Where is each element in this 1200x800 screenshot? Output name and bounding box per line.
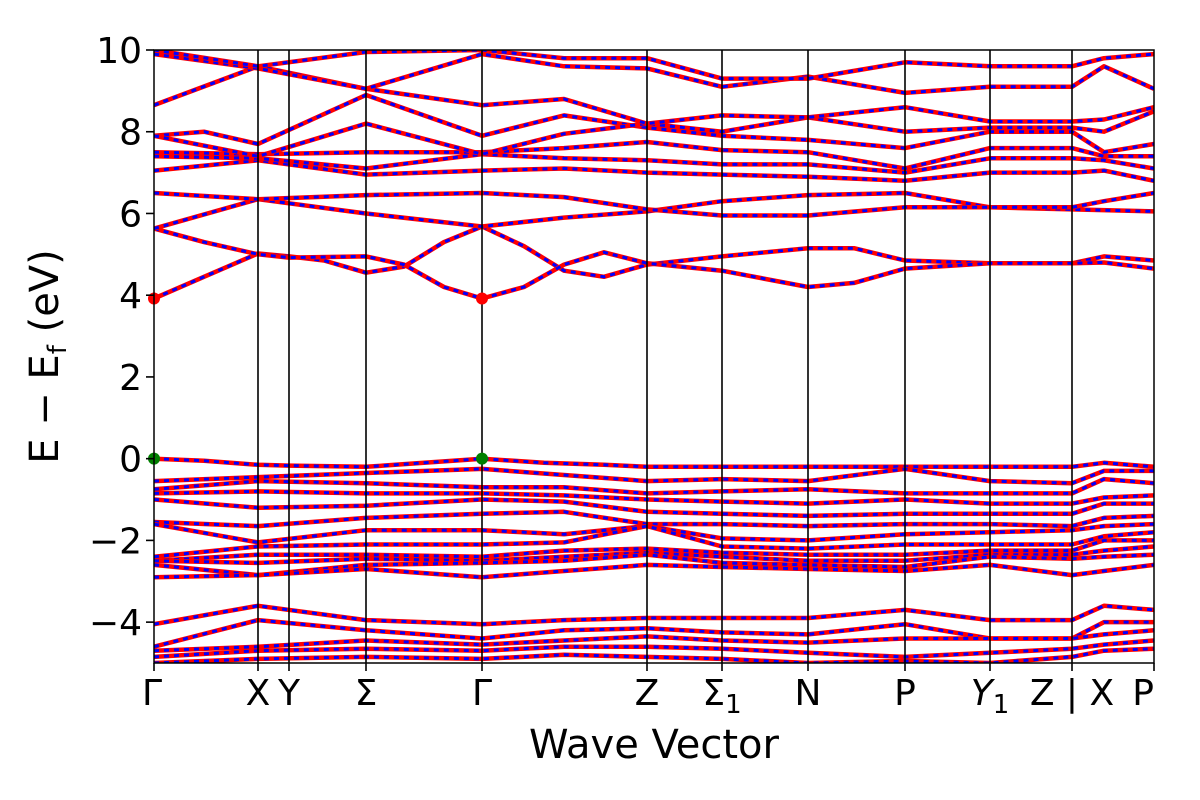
y-tick-label: 8 — [119, 113, 142, 154]
band-line-0-spin-down — [154, 224, 1154, 300]
y-ticks-layer: −4 −2 0 2 4 6 8 10 — [89, 31, 154, 644]
band-line-5-spin-down — [154, 152, 1154, 175]
band-line-12-spin-down — [154, 457, 1154, 469]
y-tick-label: 2 — [119, 358, 142, 399]
kpoint-lines-layer — [257, 50, 1073, 663]
x-tick-label-9: Y1 — [971, 673, 1010, 720]
markers-layer — [148, 292, 488, 465]
x-tick-label-6: Σ1 — [702, 673, 741, 720]
x-tick-label-7: N — [795, 673, 822, 714]
x-tick-label-1: X — [246, 673, 271, 714]
y-tick-label: −4 — [89, 603, 142, 644]
vbm-marker-3 — [476, 452, 488, 465]
cbm-marker-1 — [476, 292, 488, 305]
y-axis-label: E − Ef (eV) — [22, 249, 73, 464]
y-tick-label: 6 — [119, 194, 142, 235]
y-tick-label: 0 — [119, 440, 142, 481]
band-line-24-spin-down — [154, 604, 1154, 626]
x-tick-label-4: Γ — [472, 673, 492, 714]
x-ticks-layer: Γ X Y Σ Γ Z Σ1 N P Y1 Z | X P — [142, 663, 1155, 720]
x-tick-label-11: P — [1132, 673, 1154, 714]
x-tick-label-8: P — [894, 673, 916, 714]
y-tick-label: 10 — [96, 31, 142, 72]
y-axis-label-main: E − E — [22, 354, 68, 464]
band-line-1-spin-down — [154, 227, 1154, 301]
x-tick-label-2: Y — [277, 673, 301, 714]
y-tick-label: −2 — [89, 521, 142, 562]
y-tick-label: 4 — [119, 276, 142, 317]
band-line-7-spin-down — [154, 93, 1154, 154]
y-axis-label-sub: f — [43, 344, 73, 354]
x-tick-label-5: Z — [635, 673, 660, 714]
x-tick-label-3: Σ — [355, 673, 378, 714]
x-axis-label: Wave Vector — [529, 722, 780, 768]
y-axis-label-unit: (eV) — [22, 249, 68, 345]
x-tick-label-0: Γ — [142, 673, 162, 714]
plot-frame — [153, 49, 1155, 664]
bands-layer — [154, 50, 1154, 663]
x-tick-label-10: Z | X — [1030, 673, 1114, 714]
